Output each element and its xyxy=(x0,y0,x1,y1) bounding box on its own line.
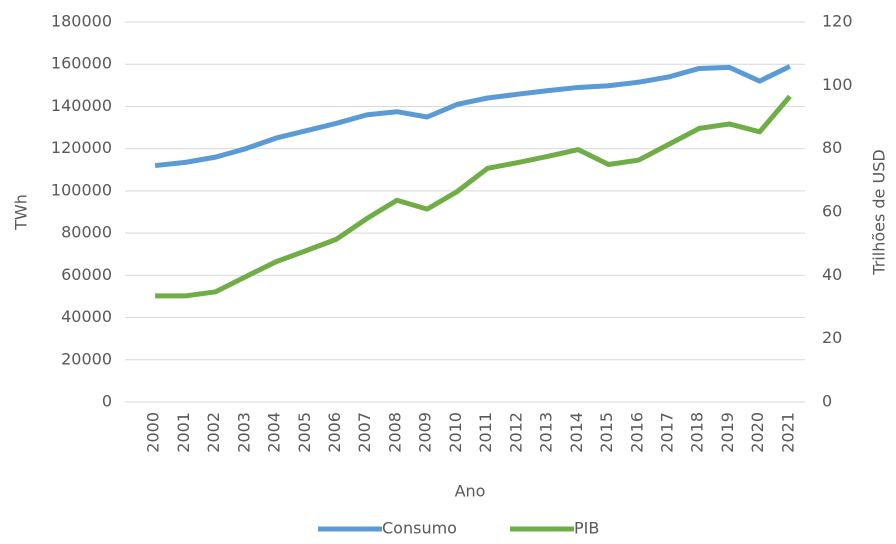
y2-tick-label: 20 xyxy=(822,328,842,347)
x-tick-label: 2017 xyxy=(657,412,676,453)
x-tick-label: 2004 xyxy=(265,412,284,453)
x-tick-label: 2012 xyxy=(506,412,525,453)
x-tick-label: 2007 xyxy=(355,412,374,453)
x-axis-label: Ano xyxy=(455,482,486,501)
x-tick-label: 2013 xyxy=(537,412,556,453)
x-tick-label: 2002 xyxy=(204,412,223,453)
y2-tick-label: 100 xyxy=(822,75,853,94)
x-tick-label: 2003 xyxy=(234,412,253,453)
y2-tick-label: 0 xyxy=(822,392,832,411)
y-tick-label: 60000 xyxy=(61,265,112,284)
legend-label: PIB xyxy=(574,519,599,538)
y-tick-label: 0 xyxy=(102,392,112,411)
y-tick-label: 100000 xyxy=(51,180,112,199)
y-tick-label: 20000 xyxy=(61,349,112,368)
x-tick-label: 2009 xyxy=(416,412,435,453)
x-tick-label: 2016 xyxy=(627,412,646,453)
x-tick-label: 2019 xyxy=(718,412,737,453)
x-tick-label: 2020 xyxy=(748,412,767,453)
x-tick-label: 2015 xyxy=(597,412,616,453)
x-tick-label: 2006 xyxy=(325,412,344,453)
x-tick-label: 2000 xyxy=(144,412,163,453)
y-tick-label: 140000 xyxy=(51,96,112,115)
y-axis-label: TWh xyxy=(12,194,31,231)
x-tick-label: 2005 xyxy=(295,412,314,453)
x-tick-label: 2008 xyxy=(385,412,404,453)
legend-label: Consumo xyxy=(382,519,457,538)
data-line xyxy=(155,94,792,299)
y2-axis-label: Trilhões de USD xyxy=(870,149,889,275)
x-tick-label: 2014 xyxy=(567,412,586,453)
x-tick-label: 2011 xyxy=(476,412,495,453)
y2-tick-label: 60 xyxy=(822,202,842,221)
x-tick-label: 2021 xyxy=(778,412,797,453)
y-tick-label: 80000 xyxy=(61,223,112,242)
x-tick-label: 2010 xyxy=(446,412,465,453)
x-tick-label: 2001 xyxy=(174,412,193,453)
y2-tick-label: 40 xyxy=(822,265,842,284)
y2-tick-label: 120 xyxy=(822,12,853,31)
y2-tick-label: 80 xyxy=(822,138,842,157)
y-tick-label: 180000 xyxy=(51,12,112,31)
y-tick-label: 160000 xyxy=(51,54,112,73)
x-tick-label: 2018 xyxy=(688,412,707,453)
y-tick-label: 120000 xyxy=(51,138,112,157)
y-tick-label: 40000 xyxy=(61,307,112,326)
data-line xyxy=(154,64,791,169)
